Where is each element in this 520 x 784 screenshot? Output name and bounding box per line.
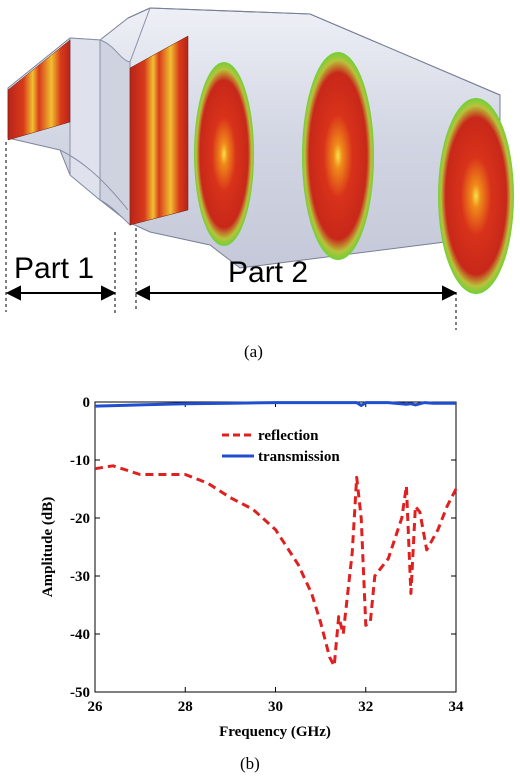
x-tick-label: 34 [449,699,465,715]
y-tick-label: -30 [70,569,90,585]
x-tick-label: 30 [268,699,283,715]
dimension-arrows [5,285,458,301]
part-boundary-lines [5,142,457,330]
field-disk-3 [438,98,514,294]
legend-label-transmission: transmission [258,449,340,465]
y-tick-label: -40 [70,627,90,643]
part2-entry-field-slice [129,35,189,226]
plot-area [94,401,457,693]
x-tick-label: 28 [178,699,193,715]
legend-label-reflection: reflection [258,428,319,444]
y-tick-label: -20 [70,511,90,527]
x-axis-label: Frequency (GHz) [219,724,331,740]
part1-field-slice [7,39,71,141]
part1-waveguide-body [7,7,501,269]
part1-label: Part 1 [14,252,94,285]
part2-label: Part 2 [228,256,308,289]
y-tick-label: 0 [83,395,91,411]
amplitude-chart: 26 28 30 32 34 0 -10 -20 -30 -40 -50 reflection tr… [40,395,465,740]
caption-b: (b) [240,754,260,773]
caption-a: (a) [244,342,263,361]
y-tick-label: -50 [70,685,90,701]
series-line-reflection [94,464,458,668]
y-axis-label: Amplitude (dB) [40,497,56,597]
field-disk-1 [194,62,254,246]
x-tick-label: 32 [358,699,373,715]
series-line-transmission [94,401,456,408]
converter-illustration: Part 1 Part 2 [5,7,514,330]
x-tick-label: 26 [88,699,104,715]
field-disk-2 [302,52,374,260]
y-tick-label: -10 [70,453,90,469]
legend: reflection transmission [222,428,340,465]
